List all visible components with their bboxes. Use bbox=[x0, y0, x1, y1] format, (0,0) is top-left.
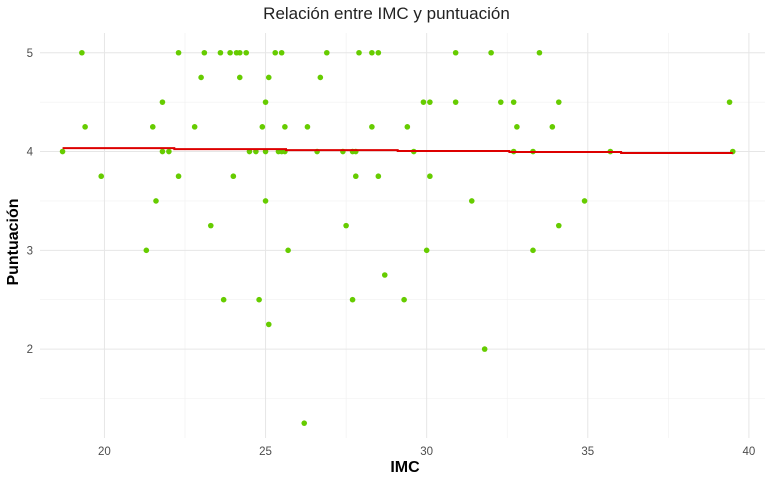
data-point bbox=[230, 173, 237, 180]
data-point bbox=[265, 321, 272, 328]
y-tick-label: 2 bbox=[27, 344, 33, 356]
data-point bbox=[149, 124, 156, 130]
data-point bbox=[201, 49, 208, 56]
data-point bbox=[262, 99, 269, 105]
data-point bbox=[207, 222, 214, 229]
data-point bbox=[510, 99, 517, 105]
data-point bbox=[488, 49, 494, 56]
data-point bbox=[375, 173, 382, 180]
data-point bbox=[481, 346, 488, 352]
data-point bbox=[452, 99, 459, 105]
data-point bbox=[369, 124, 375, 130]
x-tick-label: 25 bbox=[259, 446, 272, 458]
data-point bbox=[236, 74, 243, 81]
y-tick-label: 4 bbox=[27, 147, 34, 159]
data-point bbox=[227, 49, 233, 56]
data-point bbox=[301, 420, 308, 426]
data-point bbox=[514, 124, 520, 130]
data-point bbox=[265, 74, 272, 81]
x-tick-label: 35 bbox=[581, 446, 594, 458]
data-point bbox=[323, 49, 330, 56]
x-tick-label: 20 bbox=[98, 446, 111, 458]
data-point bbox=[423, 247, 430, 254]
data-point bbox=[581, 198, 588, 204]
data-point bbox=[59, 148, 66, 155]
data-point bbox=[356, 49, 362, 56]
data-point bbox=[198, 74, 204, 81]
data-point bbox=[98, 173, 105, 180]
data-point bbox=[452, 49, 459, 56]
data-point bbox=[317, 74, 324, 81]
chart-title: Relación entre IMC y puntuación bbox=[263, 4, 510, 23]
data-point bbox=[282, 124, 288, 130]
y-axis-title: Puntuación bbox=[5, 198, 22, 286]
data-point bbox=[159, 99, 166, 105]
data-point bbox=[262, 148, 269, 155]
data-point bbox=[143, 247, 150, 254]
data-point bbox=[166, 148, 172, 155]
data-point bbox=[79, 49, 85, 56]
x-tick-label: 40 bbox=[742, 446, 755, 458]
data-point bbox=[352, 173, 359, 180]
y-tick-label: 3 bbox=[27, 245, 33, 257]
y-tick-label: 5 bbox=[27, 48, 33, 60]
x-tick-label: 30 bbox=[420, 446, 433, 458]
data-point bbox=[536, 49, 543, 56]
data-point bbox=[217, 49, 224, 56]
data-point bbox=[381, 272, 388, 278]
data-point bbox=[253, 148, 259, 155]
data-point bbox=[153, 198, 159, 204]
data-point bbox=[246, 148, 253, 155]
data-point bbox=[220, 296, 227, 303]
data-point bbox=[530, 247, 536, 254]
data-point bbox=[159, 148, 166, 155]
data-point bbox=[243, 49, 250, 56]
data-point bbox=[175, 49, 182, 56]
data-point bbox=[285, 247, 291, 254]
data-point bbox=[427, 173, 433, 180]
data-point bbox=[343, 222, 349, 229]
trend-line bbox=[62, 147, 733, 154]
data-point bbox=[262, 198, 269, 204]
data-point bbox=[175, 173, 182, 180]
data-point bbox=[404, 124, 411, 130]
data-point bbox=[256, 296, 262, 303]
data-point bbox=[549, 124, 556, 130]
data-point bbox=[304, 124, 311, 130]
data-point bbox=[191, 124, 198, 130]
data-point bbox=[82, 124, 88, 130]
data-point bbox=[497, 99, 504, 105]
data-point bbox=[427, 99, 433, 105]
data-point bbox=[726, 99, 733, 105]
x-axis-title: IMC bbox=[390, 459, 420, 476]
data-point bbox=[278, 49, 285, 56]
data-point bbox=[420, 99, 427, 105]
data-point bbox=[272, 49, 279, 56]
data-point bbox=[555, 99, 562, 105]
data-point bbox=[259, 124, 266, 130]
data-point bbox=[401, 296, 407, 303]
data-point bbox=[468, 198, 475, 204]
data-point bbox=[555, 222, 562, 229]
data-point bbox=[369, 49, 375, 56]
data-point bbox=[236, 49, 243, 56]
data-point bbox=[349, 296, 356, 303]
data-point bbox=[375, 49, 382, 56]
